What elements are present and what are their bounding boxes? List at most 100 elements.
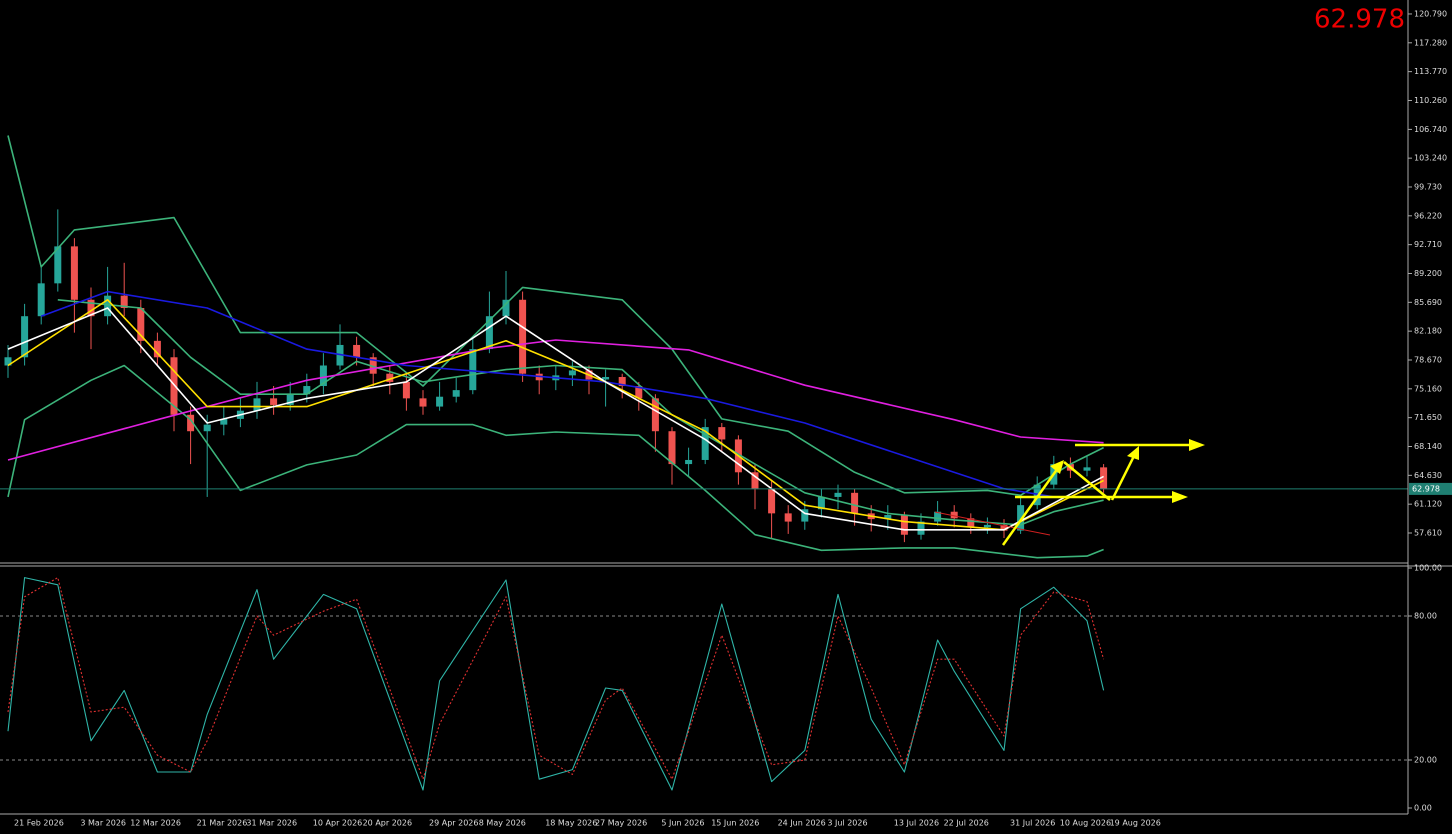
series-line [40, 290, 1054, 498]
candle-body [1000, 524, 1008, 531]
candle-body [54, 246, 62, 284]
candle-body [319, 365, 327, 387]
candle-body [784, 513, 792, 522]
candle-body [137, 307, 145, 341]
trend-line [934, 511, 1051, 536]
y-tick-label: 106.740 [1414, 125, 1447, 134]
candle-body [170, 357, 178, 415]
candle-body [87, 299, 95, 317]
series-line [57, 299, 1104, 526]
candle-body [884, 515, 892, 520]
y-tick-label: 120.790 [1414, 9, 1447, 18]
candle-body [568, 370, 576, 376]
last-price-big: 62.978 [1314, 5, 1405, 35]
candle-body [967, 518, 975, 528]
x-tick-label: 21 Mar 2026 [197, 819, 248, 828]
series-line [7, 364, 1104, 559]
series-line [7, 299, 1104, 531]
plot [0, 135, 1408, 791]
candle-body [419, 398, 427, 407]
x-tick-label: 31 Jul 2026 [1010, 819, 1055, 828]
y-tick-label: 57.610 [1414, 529, 1442, 538]
x-tick-label: 24 Jun 2026 [778, 819, 826, 828]
candle-body [701, 427, 709, 460]
x-tick-label: 29 Apr 2026 [429, 819, 478, 828]
series-line [7, 577, 1105, 791]
candle-body [153, 340, 161, 358]
x-tick-label: 19 Aug 2026 [1110, 819, 1161, 828]
candle-body [1083, 467, 1091, 471]
y-tick-label: 75.160 [1414, 384, 1442, 393]
y-tick-label: 68.140 [1414, 442, 1442, 451]
candle-body [21, 316, 29, 358]
candle-body [602, 376, 610, 380]
candle-body [436, 396, 444, 407]
y-tick-label: 92.710 [1414, 240, 1442, 249]
series-line [7, 135, 1104, 497]
candle-body [469, 349, 477, 391]
candle-body [70, 246, 78, 300]
y-tick-label: 103.240 [1414, 154, 1447, 163]
candle-body [4, 357, 12, 366]
candle-body [270, 398, 278, 405]
x-tick-label: 3 Mar 2026 [80, 819, 126, 828]
x-tick-label: 31 Mar 2026 [246, 819, 297, 828]
candle-body [402, 381, 410, 399]
y-tick-label: 99.730 [1414, 182, 1442, 191]
candle-body [1100, 467, 1108, 489]
candle-body [187, 414, 195, 432]
candle-body [386, 373, 394, 382]
axis-panel [1408, 0, 1452, 834]
x-tick-label: 3 Jul 2026 [827, 819, 867, 828]
candle-body [934, 511, 942, 522]
candle-body [635, 386, 643, 399]
x-tick-label: 10 Apr 2026 [313, 819, 362, 828]
y-tick-label: 110.260 [1414, 96, 1447, 105]
candle-body [950, 511, 958, 519]
x-tick-label: 20 Apr 2026 [363, 819, 412, 828]
candle-body [104, 295, 112, 317]
candle-body [353, 344, 361, 358]
x-tick-label: 10 Aug 2026 [1060, 819, 1111, 828]
y-tick-label: 20.00 [1414, 756, 1437, 765]
y-tick-label: 96.220 [1414, 211, 1442, 220]
x-tick-label: 15 Jun 2026 [711, 819, 759, 828]
candle-body [303, 386, 311, 395]
candle-body [37, 283, 45, 317]
candle-body [286, 394, 294, 405]
y-tick-label: 82.180 [1414, 327, 1442, 336]
candle-body [203, 424, 211, 432]
candle-body [120, 295, 128, 308]
candle-body [900, 515, 908, 535]
candle-body [485, 316, 493, 350]
candle-body [751, 472, 759, 489]
x-tick-label: 21 Feb 2026 [14, 819, 64, 828]
candle-body [685, 459, 693, 465]
y-tick-label: 80.00 [1414, 612, 1437, 621]
candle-body [718, 427, 726, 440]
candle-body [618, 376, 626, 387]
y-tick-label: 100.00 [1414, 564, 1442, 573]
candle-body [452, 390, 460, 397]
x-tick-label: 13 Jul 2026 [894, 819, 939, 828]
x-tick-label: 27 May 2026 [595, 819, 647, 828]
candle-body [834, 492, 842, 497]
series-line [7, 577, 1105, 780]
x-tick-label: 12 Mar 2026 [130, 819, 181, 828]
y-tick-label: 61.120 [1414, 500, 1442, 509]
candle-body [502, 299, 510, 317]
y-tick-label: 64.630 [1414, 471, 1442, 480]
y-tick-label: 85.690 [1414, 298, 1442, 307]
x-tick-label: 22 Jul 2026 [944, 819, 989, 828]
series-line [7, 339, 1104, 461]
candle-body [917, 521, 925, 535]
last-price-box [1409, 482, 1452, 495]
x-tick-label: 8 May 2026 [479, 819, 526, 828]
candle-body [651, 398, 659, 432]
y-tick-label: 113.770 [1414, 67, 1447, 76]
series-line [7, 307, 1104, 531]
arrows [1001, 439, 1205, 546]
x-tick-label: 18 May 2026 [545, 819, 597, 828]
